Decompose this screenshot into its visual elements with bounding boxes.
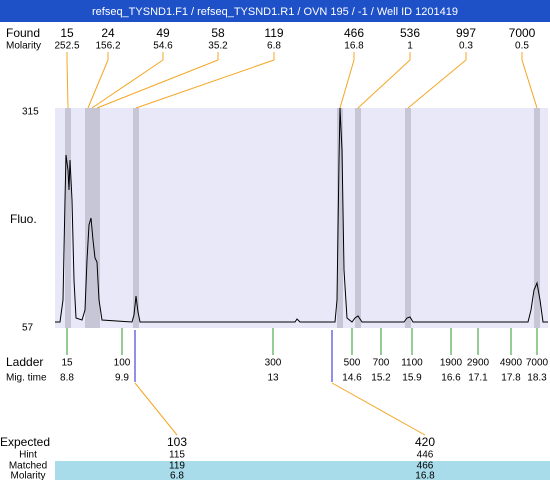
ladder-time: 18.3 bbox=[527, 373, 547, 384]
found-label: Found bbox=[6, 26, 40, 40]
found-size: 58 bbox=[211, 26, 225, 40]
peak-band bbox=[65, 108, 71, 328]
found-molarity: 0.5 bbox=[515, 41, 529, 52]
molarity-label: Molarity bbox=[10, 471, 45, 480]
molarity-label: Molarity bbox=[6, 41, 41, 52]
found-size: 997 bbox=[456, 26, 476, 40]
peak-band bbox=[85, 108, 91, 328]
ladder-time: 8.8 bbox=[60, 373, 74, 384]
ladder-size: 7000 bbox=[526, 358, 549, 369]
expected-connector bbox=[134, 382, 178, 436]
found-size: 7000 bbox=[509, 26, 536, 40]
matched-label: Matched bbox=[9, 461, 47, 472]
ladder-size: 100 bbox=[114, 358, 131, 369]
peak-connector bbox=[91, 59, 164, 109]
expected-connector bbox=[331, 382, 426, 436]
y-max-label: 315 bbox=[22, 107, 39, 118]
peak-connector bbox=[87, 59, 109, 109]
title-bar bbox=[0, 0, 550, 22]
expected-label: Expected bbox=[0, 435, 50, 449]
peak-connector bbox=[407, 59, 467, 109]
matched-size: 466 bbox=[417, 461, 434, 472]
found-size: 15 bbox=[60, 26, 74, 40]
found-molarity: 156.2 bbox=[95, 41, 120, 52]
expected-size: 103 bbox=[167, 435, 187, 449]
ladder-time: 15.9 bbox=[402, 373, 422, 384]
peak-band bbox=[133, 108, 139, 328]
ladder-size: 15 bbox=[61, 358, 73, 369]
peak-connector bbox=[357, 59, 411, 109]
y-axis-label: Fluo. bbox=[10, 212, 37, 226]
y-min-label: 57 bbox=[22, 323, 34, 334]
ladder-time: 13 bbox=[267, 373, 279, 384]
found-size: 24 bbox=[101, 26, 115, 40]
ladder-time: 14.6 bbox=[342, 373, 362, 384]
ladder-time: 9.9 bbox=[115, 373, 129, 384]
title: refseq_TYSND1.F1 / refseq_TYSND1.R1 / OV… bbox=[92, 6, 458, 18]
peak-connector bbox=[339, 59, 355, 109]
found-molarity: 54.6 bbox=[153, 41, 173, 52]
ladder-size: 1900 bbox=[440, 358, 463, 369]
hint-size: 115 bbox=[169, 450, 185, 461]
peak-connector bbox=[521, 59, 538, 109]
found-molarity: 252.5 bbox=[54, 41, 79, 52]
ladder-time: 17.8 bbox=[501, 373, 521, 384]
peak-band bbox=[337, 108, 343, 328]
ladder-time: 16.6 bbox=[441, 373, 461, 384]
matched-molarity: 6.8 bbox=[170, 471, 184, 480]
matched-molarity: 16.8 bbox=[415, 471, 435, 480]
trace bbox=[55, 107, 548, 323]
ladder-time: 15.2 bbox=[371, 373, 391, 384]
expected-size: 420 bbox=[415, 435, 435, 449]
peak-band bbox=[355, 108, 361, 328]
ladder-size: 500 bbox=[344, 358, 361, 369]
hint-label: Hint bbox=[19, 450, 37, 461]
matched-size: 119 bbox=[169, 461, 185, 472]
matched-band bbox=[55, 461, 550, 480]
ladder-size: 2900 bbox=[467, 358, 490, 369]
ladder-time: 17.1 bbox=[468, 373, 488, 384]
hint-size: 446 bbox=[417, 450, 434, 461]
mig-time-label: Mig. time bbox=[6, 373, 47, 384]
peak-connector bbox=[96, 59, 219, 109]
found-molarity: 16.8 bbox=[344, 41, 364, 52]
peak-band bbox=[534, 108, 540, 328]
ladder-size: 1100 bbox=[401, 358, 423, 369]
ladder-size: 700 bbox=[373, 358, 390, 369]
found-size: 536 bbox=[400, 26, 420, 40]
found-molarity: 35.2 bbox=[208, 41, 228, 52]
ladder-size: 4900 bbox=[500, 358, 523, 369]
peak-connector bbox=[66, 59, 69, 109]
found-molarity: 1 bbox=[407, 41, 413, 52]
ladder-label: Ladder bbox=[6, 355, 43, 369]
ladder-size: 300 bbox=[265, 358, 282, 369]
found-size: 119 bbox=[264, 26, 283, 40]
found-size: 49 bbox=[156, 26, 170, 40]
peak-band bbox=[94, 108, 100, 328]
peak-connector bbox=[135, 59, 275, 109]
peak-band bbox=[405, 108, 411, 328]
found-molarity: 6.8 bbox=[267, 41, 281, 52]
found-molarity: 0.3 bbox=[459, 41, 473, 52]
peak-band bbox=[89, 108, 95, 328]
found-size: 466 bbox=[344, 26, 364, 40]
plot-area bbox=[55, 108, 548, 328]
